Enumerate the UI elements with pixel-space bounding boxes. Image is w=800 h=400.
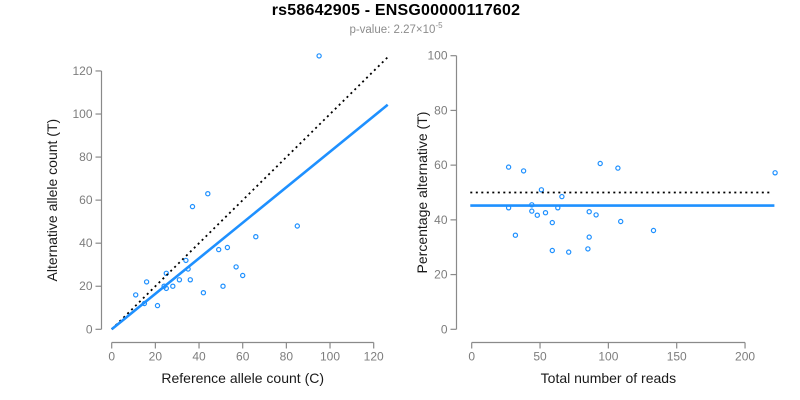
data-point xyxy=(615,165,621,171)
data-point xyxy=(593,212,599,218)
y-axis: 0 20 40 60 80 100 120 xyxy=(72,64,103,336)
data-point xyxy=(505,164,512,170)
data-point xyxy=(170,283,176,289)
x-tick-label: 20 xyxy=(149,350,163,364)
data-point xyxy=(566,249,572,255)
y-tick-label: 20 xyxy=(79,279,93,293)
data-point xyxy=(316,53,322,59)
y-tick-label: 60 xyxy=(79,193,93,207)
data-point xyxy=(586,208,592,215)
x-tick-label: 50 xyxy=(533,350,547,364)
data-point xyxy=(549,219,556,226)
data-point xyxy=(534,212,541,218)
data-point xyxy=(183,257,189,264)
x-axis-label: Reference allele count (C) xyxy=(161,370,324,386)
data-point xyxy=(772,170,778,176)
x-tick-label: 150 xyxy=(667,350,687,364)
x-tick-label: 40 xyxy=(192,350,206,364)
data-points xyxy=(505,160,778,255)
pvalue-exponent: -5 xyxy=(435,21,443,30)
data-point xyxy=(187,277,193,283)
data-point xyxy=(520,168,527,174)
x-tick-label: 0 xyxy=(108,350,115,364)
data-point xyxy=(585,246,591,252)
data-point xyxy=(597,160,603,167)
data-point xyxy=(189,203,196,210)
data-point xyxy=(549,247,556,254)
data-point xyxy=(650,227,657,234)
data-point xyxy=(220,283,226,289)
y-axis-label: Percentage alternative (T) xyxy=(414,112,430,274)
x-axis-label: Total number of reads xyxy=(541,370,676,386)
plot-title: rs58642905 - ENSG00000117602 xyxy=(271,2,521,19)
data-point xyxy=(512,232,519,238)
x-tick-label: 120 xyxy=(364,350,384,364)
y-tick-label: 80 xyxy=(434,103,448,117)
y-tick-label: 0 xyxy=(86,322,93,336)
x-tick-label: 60 xyxy=(236,350,250,364)
allele-count-scatter: 0 20 40 60 80 100 120 0 20 40 60 80 100 120 Reference … xyxy=(44,53,389,386)
data-point xyxy=(176,277,183,283)
data-point xyxy=(538,187,545,193)
data-point xyxy=(253,233,259,240)
data-point xyxy=(143,279,150,285)
data-point xyxy=(529,208,535,214)
x-axis: 0 20 40 60 80 100 120 xyxy=(108,341,384,364)
data-point xyxy=(163,270,169,276)
data-point xyxy=(224,244,231,251)
data-point xyxy=(618,218,624,225)
x-tick-label: 0 xyxy=(468,350,475,364)
percentage-reads-scatter: 0 20 40 60 80 100 0 50 100 150 200 Total number of … xyxy=(414,49,778,386)
y-tick-label: 0 xyxy=(441,322,448,336)
x-axis: 0 50 100 150 200 xyxy=(468,341,755,364)
x-tick-label: 80 xyxy=(280,350,294,364)
data-point xyxy=(132,292,139,298)
data-point xyxy=(542,209,549,216)
y-tick-label: 80 xyxy=(79,150,93,164)
x-tick-label: 100 xyxy=(320,350,340,364)
data-point xyxy=(233,264,239,270)
data-point xyxy=(294,223,300,229)
y-axis: 0 20 40 60 80 100 xyxy=(427,49,458,336)
y-axis-label: Alternative allele count (T) xyxy=(44,119,60,282)
y-tick-label: 40 xyxy=(79,236,93,250)
y-tick-label: 20 xyxy=(434,268,448,282)
data-point xyxy=(205,190,211,197)
plot-subtitle: p-value: 2.27×10-5 xyxy=(0,21,792,36)
identity-line xyxy=(111,56,389,330)
y-tick-label: 120 xyxy=(72,64,92,78)
data-point xyxy=(586,234,592,240)
data-point xyxy=(239,272,246,279)
y-tick-label: 60 xyxy=(434,158,448,172)
y-tick-label: 100 xyxy=(72,107,92,121)
data-point xyxy=(215,246,222,253)
y-tick-label: 40 xyxy=(434,213,448,227)
fit-line xyxy=(110,103,389,331)
x-tick-label: 200 xyxy=(735,350,755,364)
data-point xyxy=(559,193,565,200)
y-tick-label: 100 xyxy=(427,49,447,63)
data-point xyxy=(154,302,161,309)
pvalue-text: p-value: 2.27×10 xyxy=(349,23,436,36)
x-tick-label: 100 xyxy=(598,350,618,364)
data-point xyxy=(200,290,207,296)
